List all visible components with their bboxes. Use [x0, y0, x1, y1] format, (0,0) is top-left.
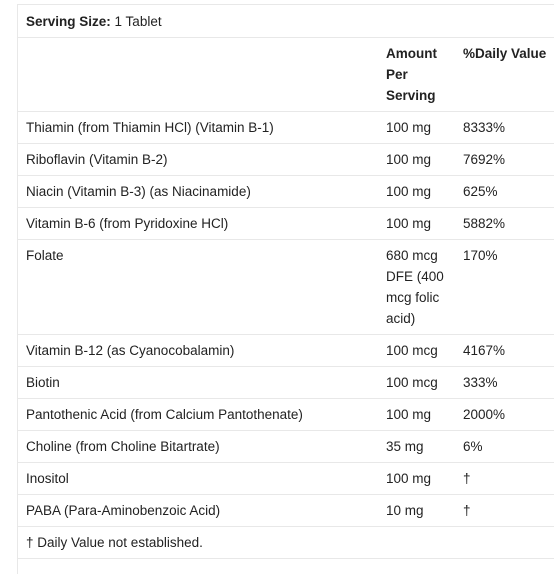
nutrient-daily-value: 625%	[455, 175, 554, 208]
nutrient-daily-value: †	[455, 462, 554, 495]
nutrient-daily-value: 6%	[455, 430, 554, 463]
table-row: Vitamin B-6 (from Pyridoxine HCl) 100 mg 5…	[18, 207, 554, 240]
top-divider	[18, 4, 554, 5]
serving-size-cell: Serving Size: 1 Tablet	[18, 5, 554, 38]
nutrient-daily-value: 5882%	[455, 207, 554, 240]
nutrient-daily-value: †	[455, 494, 554, 527]
nutrient-amount: 100 mcg	[378, 366, 455, 399]
nutrient-daily-value: 333%	[455, 366, 554, 399]
nutrient-name: Thiamin (from Thiamin HCl) (Vitamin B-1)	[18, 111, 378, 144]
nutrient-name: Pantothenic Acid (from Calcium Pantothen…	[18, 398, 378, 431]
serving-size-label: Serving Size:	[26, 14, 111, 29]
nutrient-amount: 100 mg	[378, 207, 455, 240]
nutrient-amount: 10 mg	[378, 494, 455, 527]
nutrient-name: Riboflavin (Vitamin B-2)	[18, 143, 378, 176]
nutrient-amount: 35 mg	[378, 430, 455, 463]
nutrient-daily-value: 8333%	[455, 111, 554, 144]
nutrient-amount: 100 mg	[378, 143, 455, 176]
footnote-row: † Daily Value not established.	[18, 526, 554, 559]
nutrient-name: Biotin	[18, 366, 378, 399]
table-row: Thiamin (from Thiamin HCl) (Vitamin B-1)…	[18, 111, 554, 144]
nutrient-amount: 100 mg	[378, 462, 455, 495]
header-daily-value: %Daily Value	[455, 37, 554, 112]
table-row: Riboflavin (Vitamin B-2) 100 mg 7692%	[18, 143, 554, 176]
nutrient-name: Choline (from Choline Bitartrate)	[18, 430, 378, 463]
nutrient-name: Vitamin B-6 (from Pyridoxine HCl)	[18, 207, 378, 240]
nutrient-rows: Thiamin (from Thiamin HCl) (Vitamin B-1)…	[18, 111, 554, 527]
nutrient-amount: 100 mcg	[378, 334, 455, 367]
nutrient-name: Vitamin B-12 (as Cyanocobalamin)	[18, 334, 378, 367]
nutrient-daily-value: 170%	[455, 239, 554, 335]
table-row: Biotin 100 mcg 333%	[18, 366, 554, 399]
table-row: Vitamin B-12 (as Cyanocobalamin) 100 mcg 4…	[18, 334, 554, 367]
supplement-facts-panel: Serving Size: 1 Tablet Amount Per Servin…	[17, 4, 554, 574]
nutrient-daily-value: 4167%	[455, 334, 554, 367]
serving-size-value: 1 Tablet	[114, 14, 162, 29]
header-name	[18, 37, 378, 112]
nutrient-amount: 100 mg	[378, 111, 455, 144]
table-row: PABA (Para-Aminobenzoic Acid) 10 mg †	[18, 494, 554, 527]
header-amount: Amount Per Serving	[378, 37, 455, 112]
table-row: Choline (from Choline Bitartrate) 35 mg 6%	[18, 430, 554, 463]
footnote: † Daily Value not established.	[18, 526, 554, 559]
nutrient-name: PABA (Para-Aminobenzoic Acid)	[18, 494, 378, 527]
nutrient-name: Niacin (Vitamin B-3) (as Niacinamide)	[18, 175, 378, 208]
table-row: Inositol 100 mg †	[18, 462, 554, 495]
nutrient-name: Folate	[18, 239, 378, 335]
nutrient-daily-value: 2000%	[455, 398, 554, 431]
nutrient-daily-value: 7692%	[455, 143, 554, 176]
table-header-row: Amount Per Serving %Daily Value	[18, 37, 554, 112]
nutrient-name: Inositol	[18, 462, 378, 495]
nutrient-amount: 100 mg	[378, 398, 455, 431]
supplement-facts-table: Serving Size: 1 Tablet Amount Per Servin…	[18, 5, 554, 559]
table-row: Pantothenic Acid (from Calcium Pantothen…	[18, 398, 554, 431]
serving-size-row: Serving Size: 1 Tablet	[18, 5, 554, 38]
nutrient-amount: 680 mcg DFE (400 mcg folic acid)	[378, 239, 455, 335]
table-row: Folate 680 mcg DFE (400 mcg folic acid) 17…	[18, 239, 554, 335]
nutrient-amount: 100 mg	[378, 175, 455, 208]
table-row: Niacin (Vitamin B-3) (as Niacinamide) 100…	[18, 175, 554, 208]
